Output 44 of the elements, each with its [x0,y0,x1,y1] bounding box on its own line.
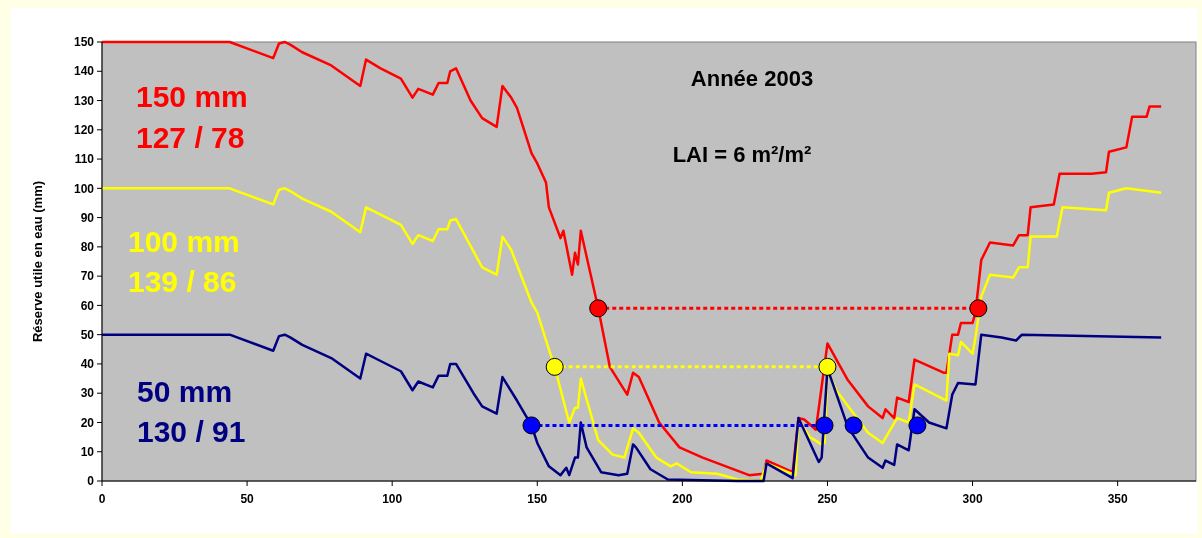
x-tick-label: 50 [240,492,255,506]
series-label: 100 mm [128,225,240,258]
series-label: 50 mm [137,375,233,408]
y-tick-label: 40 [80,357,95,372]
y-tick-label: 140 [73,64,95,79]
y-tick-label: 150 [73,35,95,50]
series-label: 150 mm [136,80,248,113]
x-tick-label: 350 [1107,492,1128,506]
x-tick-label: 200 [672,492,693,506]
point [969,299,988,318]
y-tick-label: 120 [73,123,95,137]
x-tick-label: 0 [98,492,106,506]
y-tick-label: 50 [80,327,95,342]
point [908,416,927,435]
y-tick-label: 0 [87,474,95,489]
point [545,357,564,376]
y-axis-title: Réserve utile en eau (mm) [30,180,45,343]
y-tick-label: 60 [80,298,95,313]
annotation: 127 / 78 [136,121,245,154]
x-tick-label: 250 [817,492,838,506]
point [818,357,837,376]
y-tick-label: 110 [74,152,95,167]
y-tick-label: 70 [80,269,95,284]
y-tick-label: 100 [73,181,95,196]
y-tick-label: 80 [80,240,95,255]
text: LAI = 6 m²/m² [672,142,812,167]
text: Année 2003 [690,66,814,91]
annotation: 139 / 86 [128,265,237,298]
x-tick-label: 150 [527,492,548,506]
x-tick-label: 100 [382,492,403,506]
y-tick-label: 10 [80,444,95,459]
point [815,416,834,435]
y-tick-label: 130 [73,93,95,108]
line-series [100,333,1163,483]
y-tick-label: 20 [80,415,95,430]
y-tick-label: 30 [80,386,95,401]
point [844,416,863,435]
line-series [100,187,1163,483]
x-tick-label: 300 [962,492,983,506]
line-series [100,40,1163,477]
point [522,416,541,435]
y-tick-label: 90 [80,210,95,225]
point [589,299,608,318]
annotation: 130 / 91 [137,415,246,448]
